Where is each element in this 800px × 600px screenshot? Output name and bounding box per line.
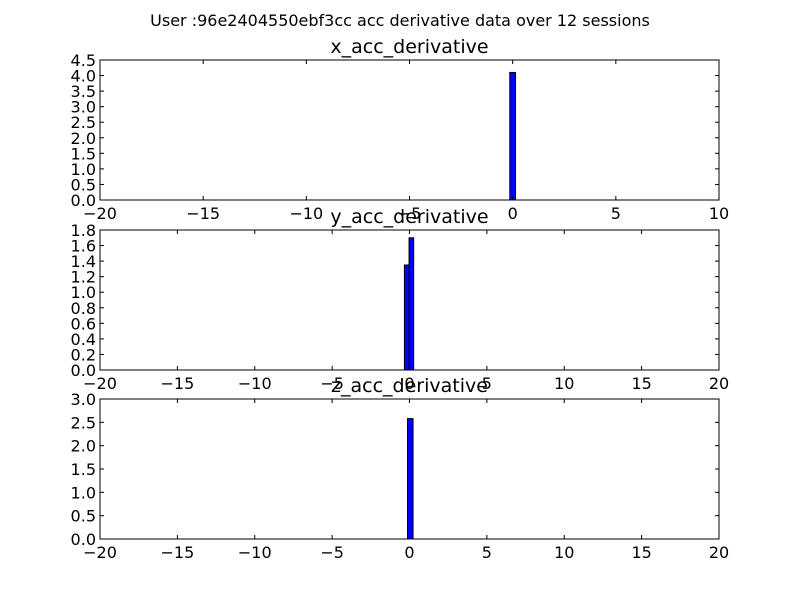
y-acc-ytick-label-8: 1.6 [71,237,96,256]
x-acc-xtick-label-3: −5 [398,204,422,223]
z-acc-ytick-label-1: 0.5 [71,507,96,526]
y-acc-ytick-label-5: 1.0 [71,283,96,302]
y-acc-ytick-label-1: 0.2 [71,345,96,364]
x-acc-ytick-label-8: 4.0 [71,67,96,86]
x-acc-title: x_acc_derivative [330,36,488,58]
y-acc-bar-1 [408,237,415,371]
z-acc-xtick-label-5: 5 [482,543,492,562]
figure-title: User :96e2404550ebf3cc acc derivative da… [150,11,650,30]
z-acc-xtick-label-6: 10 [554,543,574,562]
y-acc-xtick-label-6: 10 [554,374,574,393]
x-acc-ytick-label-4: 2.0 [71,129,96,148]
x-acc-ytick-label-5: 2.5 [71,113,96,132]
z-acc-ytick-label-4: 2.0 [71,437,96,456]
y-acc-xtick-label-7: 15 [631,374,651,393]
x-acc-ytick-label-0: 0.0 [71,191,96,210]
y-acc-bar-0 [403,264,410,371]
y-acc-ytick-label-2: 0.4 [71,330,96,349]
x-acc-ytick-label-6: 3.0 [71,98,96,117]
x-acc-xtick-label-2: −10 [289,204,323,223]
y-acc-xtick-label-2: −10 [238,374,272,393]
subplots: −20 −15 −10 −5 0 5 100.00.51.01.52.02.53.03.54… [71,36,730,562]
x-acc-bar-0 [509,71,517,201]
y-acc-ytick-label-4: 0.8 [71,299,96,318]
z-acc-xtick-label-7: 15 [631,543,651,562]
y-acc-xtick-label-0: −20 [83,374,117,393]
y-acc-xtick-label-3: −5 [320,374,344,393]
y-acc-ytick-label-9: 1.8 [71,221,96,240]
x-acc-ytick-label-2: 1.0 [71,160,96,179]
z-acc-ytick-label-5: 2.5 [71,413,96,432]
z-acc-title: z_acc_derivative [331,375,488,397]
x-acc-ytick-label-1: 0.5 [71,175,96,194]
x-acc-xtick-label-6: 10 [709,204,729,223]
x-acc-ytick-label-9: 4.5 [71,51,96,70]
z-acc-bar-0 [406,418,414,540]
x-acc-subplot: −20 −15 −10 −5 0 5 100.00.51.01.52.02.53.03.54… [71,36,730,223]
z-acc-xtick-label-8: 20 [709,543,729,562]
z-acc-ytick-label-6: 3.0 [71,390,96,409]
z-acc-subplot: −20 −15 −10 −5 0 5 10 15 20 0.0 0.5 1.0 1.5 2.0 2.5 3.0… [71,375,730,562]
x-acc-xtick-label-5: 5 [611,204,621,223]
y-acc-xtick-label-4: 0 [404,374,414,393]
x-acc-xtick-label-4: 0 [508,204,518,223]
x-acc-ytick-label-7: 3.5 [71,82,96,101]
y-acc-ytick-label-0: 0.0 [71,361,96,380]
z-acc-xtick-label-0: −20 [83,543,117,562]
z-acc-xtick-label-3: −5 [320,543,344,562]
y-acc-xtick-label-1: −15 [160,374,194,393]
x-acc-ytick-label-3: 1.5 [71,144,96,163]
y-acc-xtick-label-5: 5 [482,374,492,393]
y-acc-xtick-label-8: 20 [709,374,729,393]
y-acc-ytick-label-3: 0.6 [71,314,96,333]
z-acc-ytick-label-0: 0.0 [71,530,96,549]
z-acc-ytick-label-3: 1.5 [71,460,96,479]
z-acc-ytick-label-2: 1.0 [71,483,96,502]
y-acc-title: y_acc_derivative [330,206,488,228]
y-acc-ytick-label-7: 1.4 [71,252,96,271]
y-acc-subplot: −20 −15 −10 −5 0 5 10 15 20 0.00.20.40.60.81.01.2… [71,206,730,393]
z-acc-xtick-label-1: −15 [160,543,194,562]
x-acc-xtick-label-1: −15 [186,204,220,223]
x-acc-xtick-label-0: −20 [83,204,117,223]
z-acc-xtick-label-2: −10 [238,543,272,562]
z-acc-xtick-label-4: 0 [404,543,414,562]
y-acc-ytick-label-6: 1.2 [71,268,96,287]
